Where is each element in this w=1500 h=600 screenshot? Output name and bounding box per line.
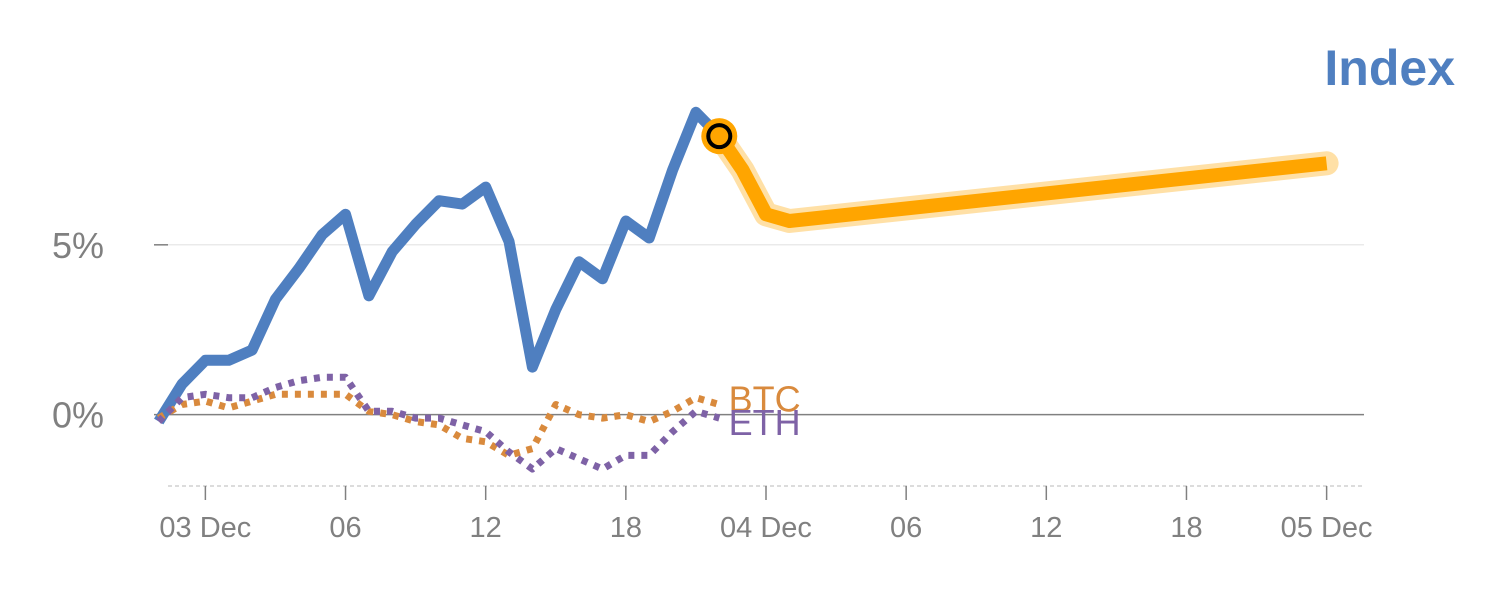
x-tick-label: 12 — [470, 512, 502, 544]
current-point-ring — [706, 123, 733, 150]
series-label-eth: ETH — [729, 402, 801, 443]
x-tick-label: 06 — [890, 512, 922, 544]
x-tick-label: 04 Dec — [720, 512, 812, 544]
y-axis: 0% 5% — [52, 225, 104, 436]
x-tick-label: 18 — [1170, 512, 1202, 544]
x-tick-label: 06 — [329, 512, 361, 544]
x-tick-label: 18 — [610, 512, 642, 544]
series-layer — [154, 106, 1339, 473]
series-projection-line — [713, 132, 1328, 228]
series-label-btc: BTC — [729, 378, 801, 419]
y-tick-label: 0% — [52, 395, 104, 436]
y-tick-label: 5% — [52, 225, 104, 266]
x-tick-label: 05 Dec — [1281, 512, 1373, 544]
series-eth-line — [156, 373, 721, 473]
x-tick-label: 03 Dec — [159, 512, 251, 544]
series-index-line — [154, 106, 724, 425]
x-axis: 03 Dec 06 12 18 04 Dec 06 12 18 05 Dec — [159, 485, 1373, 544]
x-tick-label: 12 — [1030, 512, 1062, 544]
chart-title: Index — [1324, 40, 1455, 96]
series-btc-line — [156, 390, 721, 459]
